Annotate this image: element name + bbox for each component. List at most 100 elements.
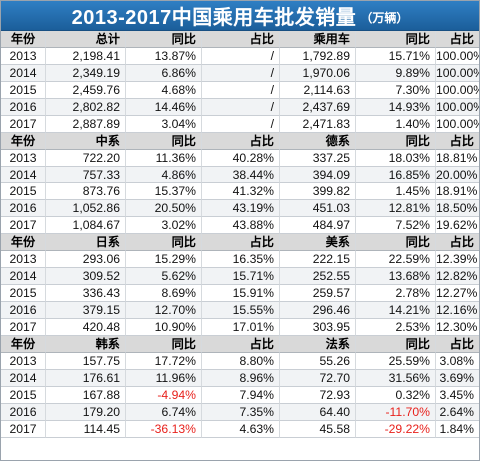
table-cell: 5.62% <box>126 268 202 286</box>
table-cell: 18.03% <box>356 149 436 167</box>
table-cell: / <box>202 47 280 65</box>
table-cell: 167.88 <box>46 386 126 404</box>
table-cell: 1,084.67 <box>46 217 126 235</box>
year-cell: 2013 <box>1 149 46 167</box>
table-cell: 17.72% <box>126 352 202 370</box>
table-title-bar: 2013-2017中国乘用车批发销量 （万辆） <box>1 1 479 31</box>
table-cell: 100.00% <box>436 98 479 116</box>
header-cell: 占比 <box>202 234 280 252</box>
table-cell: 3.08% <box>436 352 479 370</box>
year-cell: 2017 <box>1 115 46 133</box>
table-cell: 15.71% <box>356 47 436 65</box>
table-cell: 38.44% <box>202 166 280 184</box>
table-cell: 12.82% <box>436 268 479 286</box>
table-cell: 10.90% <box>126 318 202 336</box>
table-cell: 72.93 <box>280 386 356 404</box>
table-cell: 2.78% <box>356 285 436 302</box>
header-cell: 占比 <box>436 31 479 48</box>
table-cell: 16.35% <box>202 251 280 269</box>
header-cell: 年份 <box>1 132 46 150</box>
table-cell: 2,198.41 <box>46 47 126 65</box>
table-cell: 14.93% <box>356 98 436 116</box>
table-cell: / <box>202 115 280 133</box>
table-cell: -11.70% <box>356 403 436 421</box>
table-cell: 2.64% <box>436 403 479 421</box>
table-cell: 12.30% <box>436 318 479 336</box>
year-cell: 2016 <box>1 302 46 319</box>
table-cell: -4.94% <box>126 386 202 404</box>
table-cell: 420.48 <box>46 318 126 336</box>
table-cell: 72.70 <box>280 369 356 387</box>
table-cell: / <box>202 64 280 82</box>
table-cell: 20.50% <box>126 200 202 218</box>
header-cell: 同比 <box>356 234 436 252</box>
table-cell: 2,887.89 <box>46 115 126 133</box>
table-cell: 40.28% <box>202 149 280 167</box>
year-cell: 2014 <box>1 166 46 184</box>
header-cell: 同比 <box>126 335 202 353</box>
header-cell: 乘用车 <box>280 31 356 48</box>
table-cell: 12.70% <box>126 302 202 319</box>
year-cell: 2015 <box>1 81 46 99</box>
table-cell: 2,471.83 <box>280 115 356 133</box>
table-cell: 179.20 <box>46 403 126 421</box>
table-cell: 43.19% <box>202 200 280 218</box>
header-cell: 德系 <box>280 132 356 150</box>
year-cell: 2014 <box>1 369 46 387</box>
table-cell: 176.61 <box>46 369 126 387</box>
table-cell: 3.04% <box>126 115 202 133</box>
table-cell: 1,970.06 <box>280 64 356 82</box>
table-cell: 14.46% <box>126 98 202 116</box>
header-cell: 同比 <box>356 132 436 150</box>
table-cell: 16.85% <box>356 166 436 184</box>
table-cell: 2,459.76 <box>46 81 126 99</box>
table-cell: 114.45 <box>46 420 126 438</box>
table-cell: 303.95 <box>280 318 356 336</box>
header-cell: 占比 <box>436 234 479 252</box>
table-cell: 18.50% <box>436 200 479 218</box>
table-cell: 8.96% <box>202 369 280 387</box>
header-cell: 占比 <box>436 132 479 150</box>
table-cell: 25.59% <box>356 352 436 370</box>
header-cell: 同比 <box>126 234 202 252</box>
year-cell: 2016 <box>1 200 46 218</box>
header-cell: 年份 <box>1 335 46 353</box>
table-cell: 8.69% <box>126 285 202 302</box>
table-cell: 2.53% <box>356 318 436 336</box>
table-cell: 7.94% <box>202 386 280 404</box>
table-cell: 6.74% <box>126 403 202 421</box>
table-cell: 64.40 <box>280 403 356 421</box>
table-cell: 7.35% <box>202 403 280 421</box>
header-cell: 同比 <box>356 31 436 48</box>
table-cell: 45.58 <box>280 420 356 438</box>
table-cell: 13.87% <box>126 47 202 65</box>
table-cell: 9.89% <box>356 64 436 82</box>
table-cell: 15.55% <box>202 302 280 319</box>
year-cell: 2017 <box>1 318 46 336</box>
header-cell: 同比 <box>356 335 436 353</box>
header-cell: 年份 <box>1 234 46 252</box>
year-cell: 2015 <box>1 386 46 404</box>
table-cell: 722.20 <box>46 149 126 167</box>
table-cell: 0.32% <box>356 386 436 404</box>
table-cell: 12.81% <box>356 200 436 218</box>
table-cell: 222.15 <box>280 251 356 269</box>
year-cell: 2016 <box>1 403 46 421</box>
table-cell: 6.86% <box>126 64 202 82</box>
table-cell: 7.30% <box>356 81 436 99</box>
table-cell: 11.96% <box>126 369 202 387</box>
table-cell: 4.68% <box>126 81 202 99</box>
header-cell: 占比 <box>436 335 479 353</box>
table-cell: 18.81% <box>436 149 479 167</box>
table-cell: 15.71% <box>202 268 280 286</box>
table-cell: 100.00% <box>436 64 479 82</box>
header-cell: 年份 <box>1 31 46 48</box>
header-cell: 占比 <box>202 335 280 353</box>
header-cell: 日系 <box>46 234 126 252</box>
year-cell: 2014 <box>1 64 46 82</box>
table-cell: 379.15 <box>46 302 126 319</box>
table-cell: 17.01% <box>202 318 280 336</box>
table-cell: 8.80% <box>202 352 280 370</box>
header-cell: 美系 <box>280 234 356 252</box>
table-cell: 3.69% <box>436 369 479 387</box>
